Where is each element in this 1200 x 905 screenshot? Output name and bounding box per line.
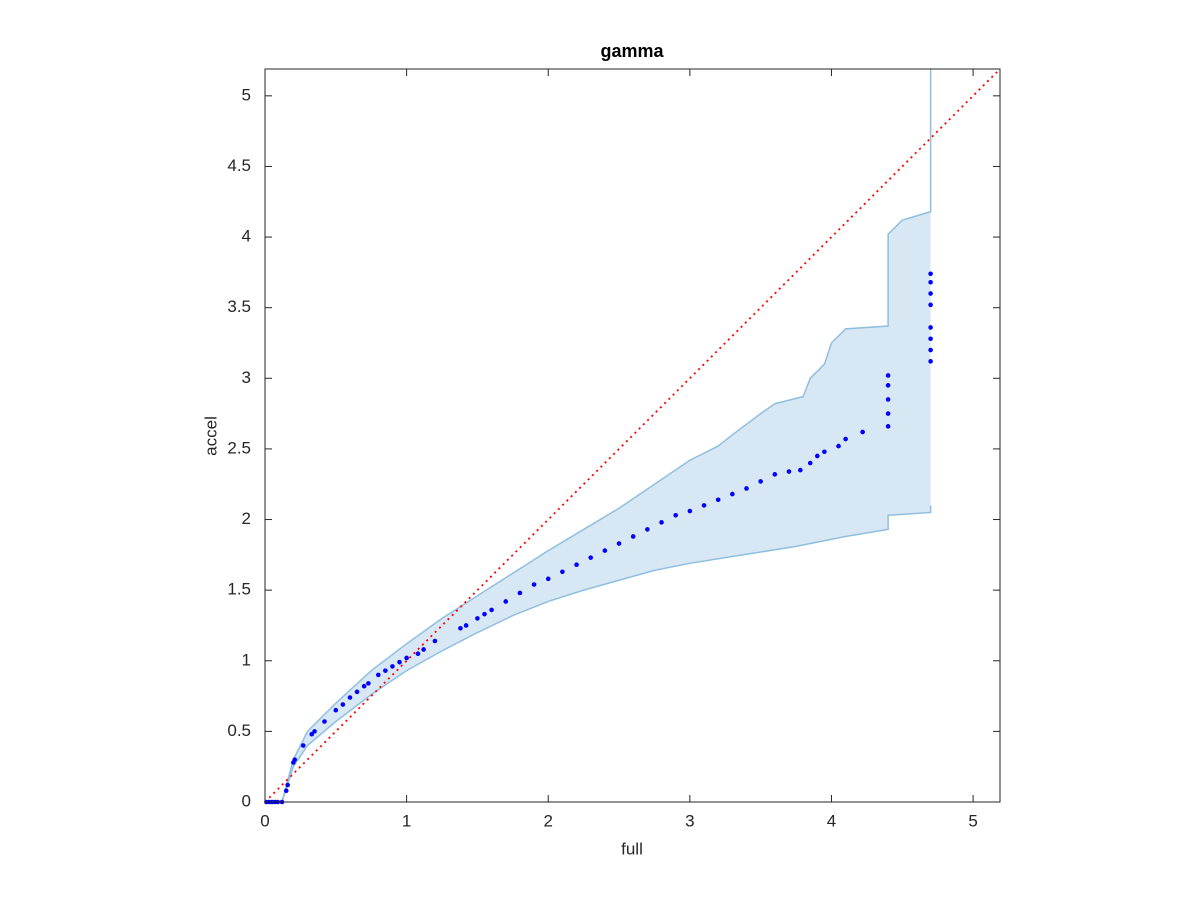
point [475, 616, 480, 621]
y-tick-label: 0 [242, 791, 251, 810]
point [730, 491, 735, 497]
point [616, 541, 622, 546]
point [366, 681, 371, 686]
point [602, 548, 608, 553]
y-tick-label: 2 [242, 509, 251, 528]
point [397, 659, 402, 665]
point [482, 611, 487, 617]
point [375, 672, 381, 678]
point [347, 695, 353, 700]
point [772, 472, 778, 477]
point [415, 651, 421, 657]
y-tick-label: 4 [242, 227, 251, 246]
band-upper [265, 69, 932, 803]
point [885, 424, 891, 429]
point [285, 782, 290, 788]
point [928, 291, 933, 296]
point [463, 623, 469, 628]
point [383, 668, 388, 673]
point [822, 449, 827, 455]
point [786, 469, 792, 474]
point [574, 562, 579, 568]
point [503, 599, 509, 604]
band-lower [265, 505, 932, 803]
x-tick-label: 5 [968, 811, 977, 830]
point [744, 486, 749, 491]
x-tick-label: 2 [544, 811, 553, 830]
axes-box [264, 68, 1001, 803]
point [333, 707, 339, 713]
point [701, 503, 707, 508]
point [458, 625, 463, 631]
point [322, 719, 327, 724]
point [715, 497, 721, 503]
point [807, 460, 813, 466]
point [843, 436, 848, 442]
point [404, 655, 409, 661]
point [860, 429, 865, 435]
point [283, 788, 289, 794]
point [673, 512, 678, 518]
chart-title: gamma [600, 41, 664, 61]
point [630, 534, 636, 539]
point [798, 467, 803, 473]
y-tick-label: 2.5 [227, 438, 251, 457]
point [928, 271, 933, 277]
point [531, 582, 537, 587]
point [340, 702, 346, 707]
y-tick-label: 1 [242, 650, 251, 669]
point [885, 411, 891, 416]
point [928, 325, 933, 330]
point [815, 453, 820, 459]
band-fill [265, 69, 931, 802]
y-axis-label: accel [201, 416, 220, 456]
point [687, 508, 693, 514]
x-tick-label: 0 [260, 811, 269, 830]
y-tick-label: 3.5 [227, 297, 251, 316]
point [659, 520, 664, 525]
reference-line [264, 68, 1001, 803]
point [312, 729, 317, 734]
x-axis-label: full [621, 839, 643, 858]
y-tick-label: 4.5 [227, 156, 251, 175]
point [928, 347, 933, 353]
point [928, 336, 933, 342]
point [758, 479, 763, 484]
point [421, 647, 426, 652]
point [928, 279, 933, 285]
point [432, 638, 438, 644]
y-tick-label: 5 [242, 85, 251, 104]
point [390, 664, 395, 669]
y-tick-label: 1.5 [227, 580, 251, 599]
point [489, 607, 494, 613]
point [361, 683, 367, 689]
point [517, 590, 523, 596]
point [545, 576, 551, 582]
point [588, 555, 594, 560]
x-tick-label: 1 [402, 811, 411, 830]
y-tick-label: 3 [242, 368, 251, 387]
point [645, 527, 650, 532]
point [885, 373, 891, 378]
point [928, 359, 933, 364]
point [309, 731, 315, 737]
point [292, 757, 298, 762]
point [354, 689, 360, 695]
x-tick-label: 4 [827, 811, 836, 830]
point [885, 383, 891, 388]
point [300, 743, 306, 748]
point [560, 569, 565, 575]
x-tick-label: 3 [685, 811, 694, 830]
y-tick-label: 0.5 [227, 721, 251, 740]
point [836, 443, 841, 449]
point [885, 397, 891, 402]
point [928, 302, 933, 308]
